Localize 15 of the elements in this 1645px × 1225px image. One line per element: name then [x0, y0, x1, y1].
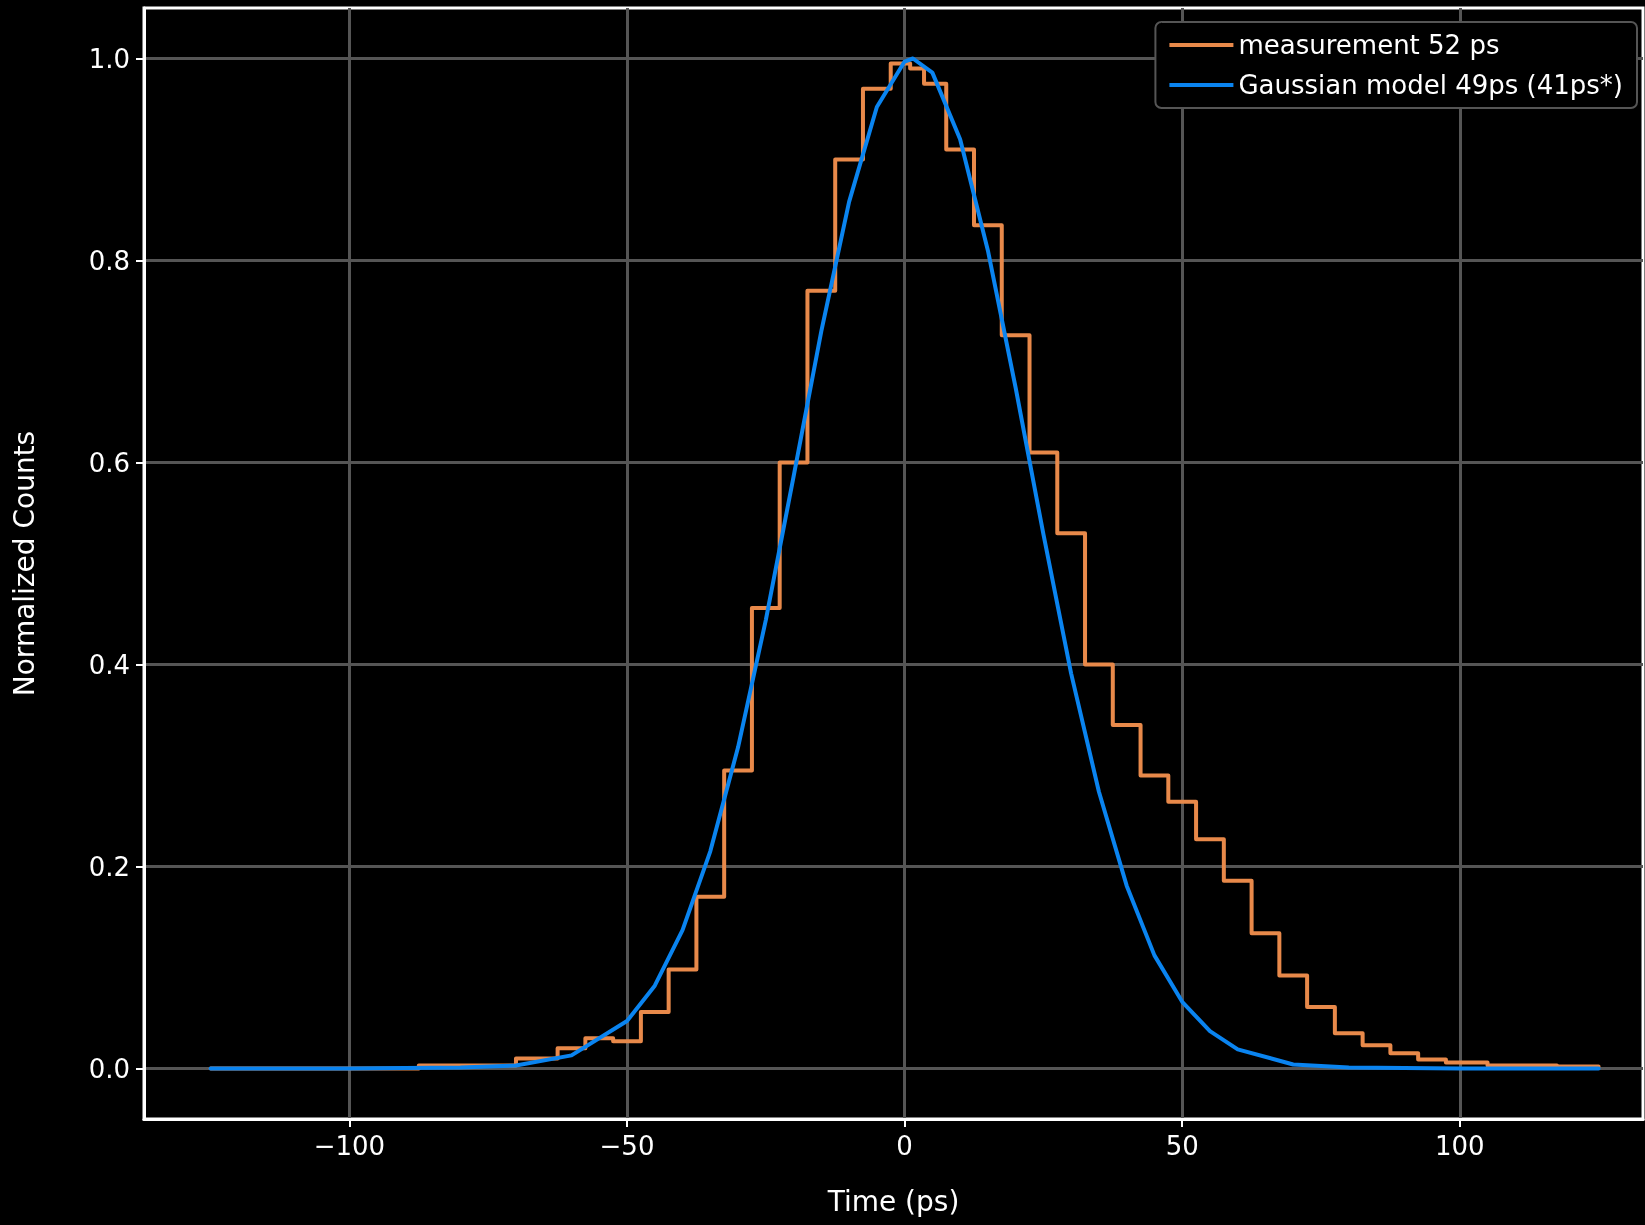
- y-tick-label: 0.6: [88, 447, 130, 478]
- legend-label: measurement 52 ps: [1238, 30, 1500, 60]
- x-tick-label: −50: [599, 1131, 655, 1161]
- y-tick-label: 0.8: [88, 245, 130, 276]
- x-tick-label: −100: [313, 1131, 386, 1161]
- y-tick-label: 1.0: [88, 43, 130, 74]
- y-tick-label: 0.0: [88, 1053, 130, 1084]
- x-tick-label: 0: [896, 1131, 913, 1161]
- y-tick-label: 0.2: [88, 851, 130, 882]
- y-axis-title: Normalized Counts: [7, 430, 41, 697]
- x-tick-label: 50: [1165, 1131, 1199, 1161]
- y-tick-label: 0.4: [88, 649, 130, 680]
- x-axis-title: Time (ps): [826, 1184, 960, 1218]
- legend-label: Gaussian model 49ps (41ps*): [1238, 70, 1623, 100]
- x-tick-label: 100: [1434, 1131, 1485, 1161]
